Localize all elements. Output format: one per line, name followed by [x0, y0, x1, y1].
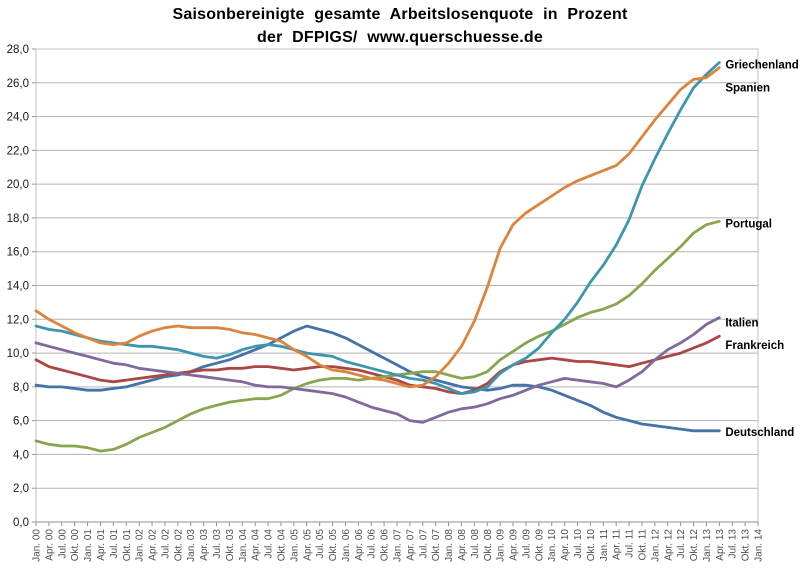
series-line-griechenland [34, 61, 721, 396]
x-axis-tick-label: Jan. 05 [289, 529, 300, 562]
y-axis-tick-label: 10,0 [7, 348, 29, 360]
y-axis-tick-label: 22,0 [7, 145, 29, 157]
x-axis-tick-label: Jan. 02 [135, 529, 146, 562]
y-axis-tick-label: 28,0 [7, 44, 29, 56]
series-end-label-portugal: Portugal [725, 218, 772, 230]
series-end-label-frankreich: Frankreich [725, 340, 784, 352]
x-axis-tick-label: Apr. 06 [354, 529, 365, 561]
x-axis-tick-label: Apr. 03 [199, 529, 210, 561]
y-axis-tick-label: 20,0 [7, 179, 29, 191]
x-axis-tick-label: Jul. 05 [315, 529, 326, 559]
x-axis-tick-label: Apr. 08 [457, 529, 468, 561]
series-end-label-italien: Italien [725, 318, 758, 330]
x-axis-tick-label: Jan. 14 [754, 529, 765, 562]
chart-title-line2: der DFPIGS/ www.querschuesse.de [257, 29, 543, 46]
x-axis-tick-label: Jul. 01 [109, 529, 120, 559]
x-axis-tick-label: Jul. 06 [367, 529, 378, 559]
x-axis-tick-label: Jul. 10 [573, 529, 584, 559]
x-axis-tick-label: Apr. 12 [663, 529, 674, 561]
y-axis-tick-label: 6,0 [13, 416, 29, 428]
x-axis-tick-label: Jan. 11 [599, 529, 610, 561]
x-axis-tick-label: Jul. 13 [728, 529, 739, 559]
x-axis-tick-label: Apr. 00 [44, 529, 55, 561]
x-axis-tick-label: Jul. 11 [625, 529, 636, 558]
x-axis-tick-label: Okt. 10 [586, 529, 597, 562]
x-axis-tick-label: Okt. 03 [225, 529, 236, 562]
series-line-portugal [34, 219, 721, 453]
x-axis-tick-label: Okt. 05 [328, 529, 339, 562]
x-axis-tick-label: Okt. 01 [122, 529, 133, 562]
x-axis-tick-label: Apr. 10 [560, 529, 571, 561]
x-axis-tick-label: Apr. 09 [509, 529, 520, 561]
y-axis-tick-label: 24,0 [7, 112, 29, 124]
y-axis-tick-label: 8,0 [13, 382, 29, 394]
x-axis-tick-label: Jan. 12 [650, 529, 661, 562]
series-line-frankreich [34, 334, 721, 396]
x-axis-tick-label: Jul. 12 [676, 529, 687, 559]
chart-title-line1: Saisonbereinigte gesamte Arbeitslosenquo… [172, 6, 628, 23]
x-axis-tick-label: Jan. 10 [547, 529, 558, 562]
x-axis-tick-label: Okt. 12 [689, 529, 700, 562]
chart-title: Saisonbereinigte gesamte Arbeitslosenquo… [0, 3, 800, 49]
series-end-label-deutschland: Deutschland [725, 427, 794, 439]
x-axis-tick-label: Jan. 09 [496, 529, 507, 562]
x-axis-tick-label: Jul. 09 [521, 529, 532, 559]
y-axis-tick-label: 26,0 [7, 78, 29, 90]
x-axis-tick-label: Okt. 06 [380, 529, 391, 562]
x-axis-tick-label: Apr. 11 [612, 529, 623, 560]
y-axis-tick-label: 18,0 [7, 213, 29, 225]
y-axis-tick-label: 12,0 [7, 314, 29, 326]
x-axis-tick-label: Jul. 07 [418, 529, 429, 559]
x-axis-tick-label: Jul. 08 [470, 529, 481, 559]
y-axis-tick-label: 0,0 [13, 517, 29, 529]
x-axis-tick-label: Jul. 00 [57, 529, 68, 559]
y-axis-tick-label: 4,0 [13, 449, 29, 461]
x-axis-tick-label: Okt. 13 [741, 529, 752, 562]
x-axis-tick-label: Jul. 03 [212, 529, 223, 559]
x-axis-tick-label: Apr. 01 [96, 529, 107, 561]
x-axis-tick-label: Jan. 08 [444, 529, 455, 562]
x-axis-tick-label: Jan. 03 [186, 529, 197, 562]
series-line-deutschland [34, 324, 721, 433]
x-axis-tick-label: Jan. 06 [341, 529, 352, 562]
x-axis-tick-label: Jan. 00 [32, 529, 43, 562]
x-axis-tick-label: Jan. 01 [83, 529, 94, 562]
x-axis-tick-label: Okt. 11 [637, 529, 648, 561]
series-line-spanien [34, 66, 721, 389]
x-axis-tick-label: Jul. 04 [264, 529, 275, 559]
x-axis-tick-label: Jan. 04 [238, 529, 249, 562]
x-axis-tick-label: Apr. 02 [148, 529, 159, 561]
x-axis-tick-label: Okt. 07 [431, 529, 442, 562]
y-axis-tick-label: 2,0 [13, 483, 29, 495]
x-axis-tick-label: Okt. 02 [173, 529, 184, 562]
series-end-label-spanien: Spanien [725, 83, 770, 95]
series-line-italien [34, 316, 721, 424]
x-axis-tick-label: Jul. 02 [160, 529, 171, 559]
x-axis-tick-label: Okt. 04 [276, 529, 287, 562]
y-axis-tick-label: 14,0 [7, 281, 29, 293]
x-axis-tick-label: Apr. 07 [405, 529, 416, 561]
series-end-label-griechenland: Griechenland [725, 60, 799, 72]
x-axis-tick-label: Apr. 05 [302, 529, 313, 561]
x-axis-tick-label: Jan. 07 [393, 529, 404, 562]
y-axis-tick-label: 16,0 [7, 247, 29, 259]
x-axis-tick-label: Okt. 00 [70, 529, 81, 562]
x-axis-tick-label: Okt. 09 [534, 529, 545, 562]
x-axis-tick-label: Jan. 13 [702, 529, 713, 562]
x-axis-tick-label: Apr. 04 [251, 529, 262, 561]
x-axis-tick-label: Okt. 08 [483, 529, 494, 562]
x-axis-tick-label: Apr. 13 [715, 529, 726, 561]
